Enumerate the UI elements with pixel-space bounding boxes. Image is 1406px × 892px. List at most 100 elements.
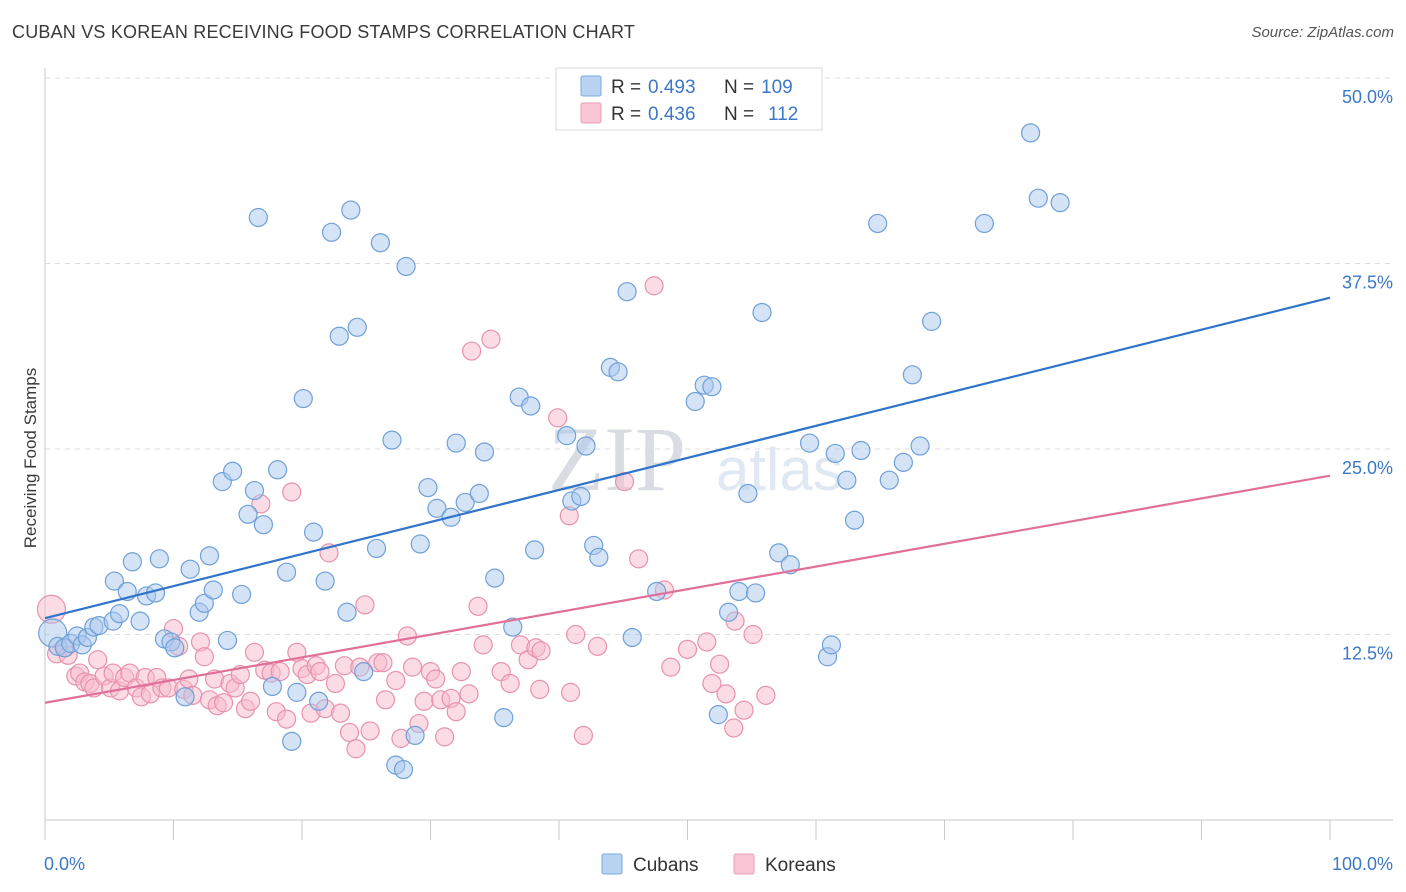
korean-point-107 bbox=[724, 718, 744, 738]
korean-point-96 bbox=[587, 636, 608, 656]
korean-point-106 bbox=[716, 684, 736, 704]
grid-layer bbox=[45, 77, 1393, 635]
y-tick-label-0: 12.5% bbox=[1342, 644, 1393, 664]
cuban-point-56 bbox=[405, 725, 425, 746]
cuban-point-79 bbox=[617, 282, 637, 302]
cuban-point-42 bbox=[309, 691, 329, 711]
korean-point-75 bbox=[435, 727, 455, 747]
cuban-point-103 bbox=[902, 365, 922, 385]
cuban-point-26 bbox=[203, 580, 223, 600]
cuban-point-85 bbox=[708, 705, 728, 725]
cuban-point-98 bbox=[844, 510, 865, 530]
cuban-point-50 bbox=[366, 538, 387, 559]
korean-point-79 bbox=[459, 684, 479, 704]
cuban-point-44 bbox=[321, 222, 342, 242]
korean-point-91 bbox=[548, 408, 568, 428]
korean-point-93 bbox=[560, 682, 581, 702]
legend-swatch-cubans bbox=[580, 75, 602, 97]
cuban-point-80 bbox=[622, 627, 642, 648]
cuban-point-65 bbox=[485, 568, 505, 588]
y-axis-title: Receiving Food Stamps bbox=[21, 368, 40, 548]
cuban-point-70 bbox=[524, 540, 545, 560]
korean-point-81 bbox=[468, 596, 488, 616]
bottom-legend-label-koreans: Koreans bbox=[765, 855, 836, 876]
bottom-legend-label-cubans: Cubans bbox=[633, 855, 699, 876]
watermark-atlas: atlas bbox=[716, 436, 843, 503]
y-tick-labels: 12.5% 25.0% 37.5% 50.0% bbox=[1342, 87, 1393, 664]
korean-point-85 bbox=[500, 673, 520, 694]
cuban-point-74 bbox=[576, 436, 596, 456]
cuban-point-31 bbox=[238, 504, 258, 524]
korean-points bbox=[36, 276, 776, 759]
korean-point-111 bbox=[756, 685, 776, 705]
legend-swatch-koreans bbox=[580, 102, 602, 124]
cuban-point-22 bbox=[180, 559, 200, 579]
korean-trend-line bbox=[44, 474, 1331, 704]
korean-point-80 bbox=[462, 341, 482, 361]
korean-point-102 bbox=[677, 639, 698, 659]
cuban-point-82 bbox=[685, 391, 705, 412]
cuban-point-10 bbox=[104, 571, 124, 591]
cuban-point-109 bbox=[1050, 193, 1070, 213]
cuban-point-64 bbox=[474, 442, 495, 462]
korean-point-55 bbox=[325, 673, 346, 694]
cuban-point-76 bbox=[589, 547, 609, 567]
cuban-point-78 bbox=[608, 362, 628, 382]
legend-box: R = 0.493 N = 109 R = 0.436 N = 112 bbox=[555, 67, 823, 131]
cuban-point-41 bbox=[303, 522, 324, 542]
y-tick-label-2: 37.5% bbox=[1342, 273, 1393, 293]
korean-point-44 bbox=[270, 661, 290, 682]
cuban-point-86 bbox=[719, 602, 739, 622]
cuban-point-13 bbox=[122, 552, 142, 572]
cuban-point-28 bbox=[217, 630, 238, 651]
cuban-point-34 bbox=[253, 515, 274, 535]
korean-point-104 bbox=[697, 632, 717, 652]
y-tick-label-3: 50.0% bbox=[1342, 87, 1393, 107]
cuban-point-52 bbox=[382, 430, 402, 450]
cuban-point-66 bbox=[494, 708, 514, 728]
korean-point-109 bbox=[734, 700, 754, 720]
cuban-point-67 bbox=[503, 617, 523, 637]
korean-point-94 bbox=[566, 624, 586, 645]
legend-r-label-koreans: R = bbox=[611, 104, 641, 125]
korean-point-62 bbox=[360, 721, 380, 741]
cuban-point-73 bbox=[571, 486, 591, 507]
cuban-point-100 bbox=[868, 213, 888, 234]
bottom-legend-swatch-cubans bbox=[601, 853, 623, 875]
cuban-point-54 bbox=[393, 759, 414, 780]
korean-point-73 bbox=[426, 669, 446, 689]
korean-point-110 bbox=[743, 624, 763, 645]
korean-point-52 bbox=[310, 661, 330, 682]
korean-point-83 bbox=[481, 329, 501, 349]
legend-r-value-koreans: 0.436 bbox=[648, 104, 696, 125]
cuban-point-35 bbox=[262, 676, 283, 697]
cuban-point-37 bbox=[276, 562, 297, 582]
legend-n-value-cubans: 109 bbox=[761, 77, 793, 98]
korean-point-69 bbox=[402, 657, 423, 677]
cuban-point-33 bbox=[248, 207, 268, 228]
korean-point-68 bbox=[397, 626, 417, 646]
cuban-point-96 bbox=[825, 443, 845, 464]
cuban-point-104 bbox=[910, 436, 930, 456]
cuban-point-43 bbox=[315, 571, 335, 591]
cuban-point-29 bbox=[223, 461, 243, 481]
cuban-point-21 bbox=[175, 687, 195, 707]
cuban-point-40 bbox=[293, 388, 313, 409]
cuban-point-62 bbox=[455, 492, 475, 513]
x-tick-label-max: 100.0% bbox=[1332, 854, 1393, 874]
cuban-point-84 bbox=[702, 377, 722, 397]
bottom-legend-swatch-koreans bbox=[733, 853, 755, 875]
cuban-point-46 bbox=[337, 602, 357, 622]
y-tick-label-1: 25.0% bbox=[1342, 458, 1393, 478]
legend-n-label-cubans: N = bbox=[724, 77, 754, 98]
cuban-point-107 bbox=[1020, 123, 1041, 143]
cuban-point-24 bbox=[194, 593, 214, 613]
cuban-point-88 bbox=[738, 483, 758, 504]
cuban-point-25 bbox=[199, 546, 220, 566]
cuban-point-97 bbox=[837, 470, 857, 490]
cuban-point-51 bbox=[370, 233, 390, 253]
korean-point-46 bbox=[282, 482, 302, 502]
cuban-point-93 bbox=[799, 433, 820, 453]
cuban-point-95 bbox=[821, 635, 842, 655]
